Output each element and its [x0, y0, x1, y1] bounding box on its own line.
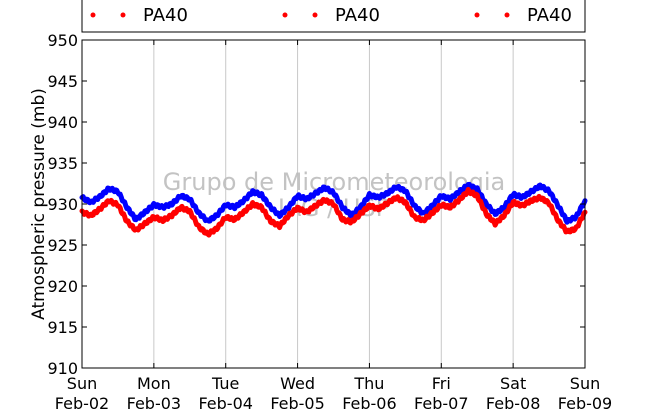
- legend-box: [81, 0, 586, 33]
- x-tick-day-label: Fri: [432, 374, 451, 393]
- y-tick-label: 930: [47, 195, 78, 214]
- x-tick-day-label: Sat: [500, 374, 526, 393]
- x-tick-day-label: Tue: [211, 374, 239, 393]
- y-tick-label: 925: [47, 236, 78, 255]
- legend: PA40 PA40 PA40: [81, 0, 586, 33]
- x-tick-date-label: Feb-05: [270, 394, 324, 409]
- x-tick-date-label: Feb-08: [486, 394, 540, 409]
- legend-marker: [90, 12, 96, 18]
- y-tick-label: 920: [47, 277, 78, 296]
- series-line-0: [79, 181, 588, 225]
- legend-label: PA40: [335, 5, 380, 26]
- x-tick-day-label: Mon: [137, 374, 171, 393]
- y-tick-label: 945: [47, 72, 78, 91]
- x-tick-day-label: Sun: [570, 374, 600, 393]
- x-tick-date-label: Feb-02: [55, 394, 109, 409]
- x-tick-date-label: Feb-07: [414, 394, 468, 409]
- y-tick-label: 910: [47, 359, 78, 378]
- x-axis: SunFeb-02MonFeb-03TueFeb-04WedFeb-05ThuF…: [55, 40, 612, 409]
- x-tick-date-label: Feb-06: [342, 394, 396, 409]
- y-tick-label: 935: [47, 154, 78, 173]
- y-tick-label: 915: [47, 318, 78, 337]
- y-axis: 910 915 920 925 930 935 940 945 950: [47, 31, 585, 378]
- series-layer: [79, 181, 588, 238]
- legend-label: PA40: [143, 5, 188, 26]
- series-line-1: [79, 186, 588, 238]
- legend-label: PA40: [527, 5, 572, 26]
- x-tick-date-label: Feb-04: [198, 394, 252, 409]
- legend-marker: [120, 12, 126, 18]
- x-tick-day-label: Wed: [280, 374, 315, 393]
- x-tick-date-label: Feb-03: [127, 394, 181, 409]
- legend-marker: [312, 12, 318, 18]
- y-tick-label: 940: [47, 113, 78, 132]
- x-tick-day-label: Sun: [67, 374, 97, 393]
- y-axis-label: Atmospheric pressure (mb): [29, 88, 49, 320]
- legend-marker: [504, 12, 510, 18]
- legend-marker: [474, 12, 480, 18]
- y-tick-label: 950: [47, 31, 78, 50]
- legend-marker: [282, 12, 288, 18]
- x-tick-day-label: Thu: [353, 374, 384, 393]
- x-tick-date-label: Feb-09: [558, 394, 612, 409]
